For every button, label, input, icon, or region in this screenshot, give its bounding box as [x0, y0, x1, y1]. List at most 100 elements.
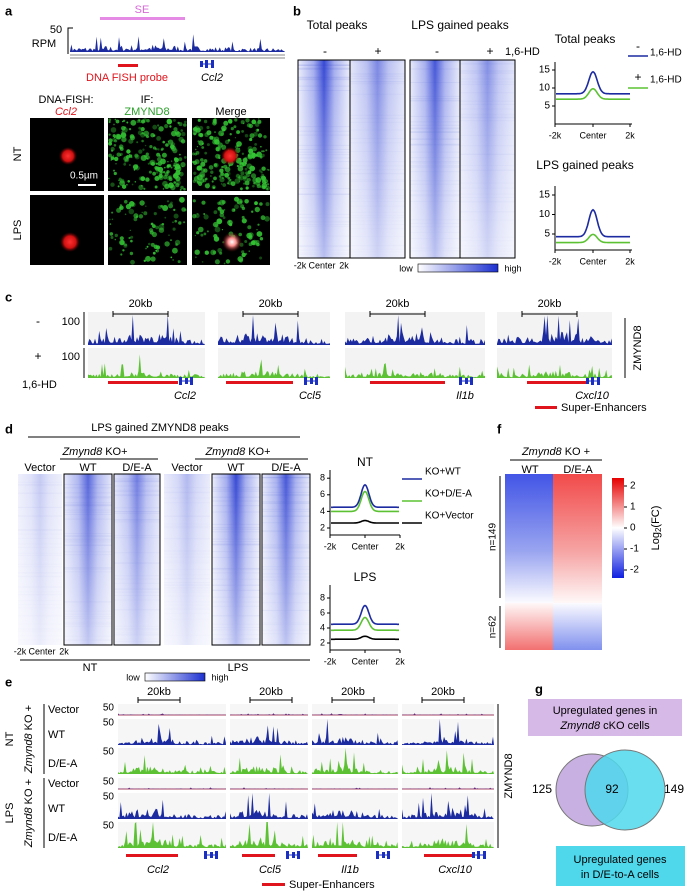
heatmap-fade	[64, 474, 112, 645]
if-speckle	[241, 250, 245, 254]
text-part: KO +	[23, 705, 35, 730]
track-bg	[230, 748, 308, 774]
label: a	[5, 3, 13, 18]
if-speckle	[203, 214, 209, 220]
if-speckle	[149, 230, 154, 235]
label: Merge	[215, 106, 246, 118]
signal-track	[312, 719, 398, 745]
if-speckle	[259, 155, 263, 159]
label: 5	[544, 229, 550, 240]
label: Vector	[48, 778, 80, 790]
super-enhancer	[126, 854, 178, 857]
if-speckle	[143, 187, 146, 190]
if-speckle	[110, 156, 115, 161]
if-speckle	[228, 164, 231, 167]
exon	[591, 377, 594, 385]
if-speckle	[239, 200, 243, 204]
if-speckle	[259, 202, 263, 206]
heatmap-frame	[459, 59, 516, 259]
if-speckle	[181, 207, 186, 212]
if-speckle	[238, 176, 241, 179]
if-speckle	[155, 225, 159, 230]
if-speckle	[127, 180, 130, 183]
text-part: KO +	[23, 779, 35, 804]
if-speckle	[170, 142, 176, 147]
if-speckle	[197, 118, 201, 122]
if-speckle	[238, 258, 244, 263]
if-speckle	[244, 162, 247, 165]
label: Ccl2	[174, 390, 196, 402]
if-speckle	[151, 161, 155, 166]
profile-curve	[556, 208, 630, 238]
if-speckle	[166, 200, 170, 203]
if-speckle	[192, 152, 195, 156]
if-speckle	[247, 178, 251, 182]
if-speckle	[251, 119, 257, 125]
if-speckle	[247, 154, 253, 160]
if-speckle	[255, 154, 258, 157]
if-speckle	[214, 226, 221, 233]
if-speckle	[141, 132, 144, 135]
if-speckle	[173, 213, 179, 219]
label: 1,6-HD	[22, 379, 57, 391]
if-speckle	[156, 245, 160, 250]
if-speckle	[140, 176, 146, 182]
if-speckle	[248, 242, 253, 246]
if-speckle	[196, 231, 200, 235]
if-speckle	[148, 242, 151, 246]
if-speckle	[210, 175, 212, 177]
if-speckle	[147, 162, 150, 165]
if-speckle	[218, 154, 221, 157]
label: 0	[630, 523, 636, 534]
signal-track	[402, 824, 494, 848]
if-speckle	[213, 163, 218, 167]
if-speckle	[108, 133, 111, 136]
if-speckle	[108, 138, 113, 143]
label: 2k	[625, 256, 635, 266]
if-speckle	[227, 119, 233, 124]
label: 20kb	[147, 686, 171, 698]
if-speckle	[161, 223, 165, 226]
label: -2k	[14, 646, 27, 656]
if-speckle	[128, 154, 131, 156]
label: Zmynd8 KO +	[23, 779, 35, 848]
if-speckle	[219, 212, 225, 218]
if-speckle	[217, 142, 223, 148]
if-speckle	[203, 232, 207, 236]
if-speckle	[222, 128, 226, 132]
signal-track	[345, 315, 485, 345]
label: D/E-A	[122, 462, 152, 474]
if-speckle	[146, 245, 149, 248]
if-speckle	[121, 131, 123, 133]
exon	[205, 60, 208, 68]
if-speckle	[172, 247, 178, 254]
if-speckle	[193, 176, 200, 182]
if-speckle	[117, 185, 120, 188]
label: d	[5, 421, 13, 436]
label: 50	[103, 718, 115, 729]
if-speckle	[210, 170, 214, 174]
if-speckle	[261, 179, 266, 184]
track-bg	[312, 704, 398, 716]
if-speckle	[240, 171, 245, 176]
if-speckle	[133, 217, 138, 222]
if-speckle	[151, 162, 155, 166]
label: 4	[320, 622, 325, 632]
if-speckle	[143, 259, 146, 262]
label: -2k	[549, 130, 562, 140]
track-bg	[345, 348, 485, 378]
if-speckle	[160, 175, 162, 178]
if-speckle	[204, 183, 210, 189]
text-part: (FC)	[650, 506, 662, 528]
if-speckle	[261, 150, 264, 153]
if-speckle	[213, 176, 217, 181]
label: 15	[539, 190, 551, 201]
if-speckle	[145, 152, 149, 156]
if-speckle	[165, 143, 169, 147]
if-speckle	[238, 174, 244, 181]
if-speckle	[168, 177, 173, 182]
signal-track	[88, 354, 205, 378]
if-speckle	[223, 262, 226, 265]
if-speckle	[194, 152, 198, 156]
if-speckle	[119, 236, 124, 241]
